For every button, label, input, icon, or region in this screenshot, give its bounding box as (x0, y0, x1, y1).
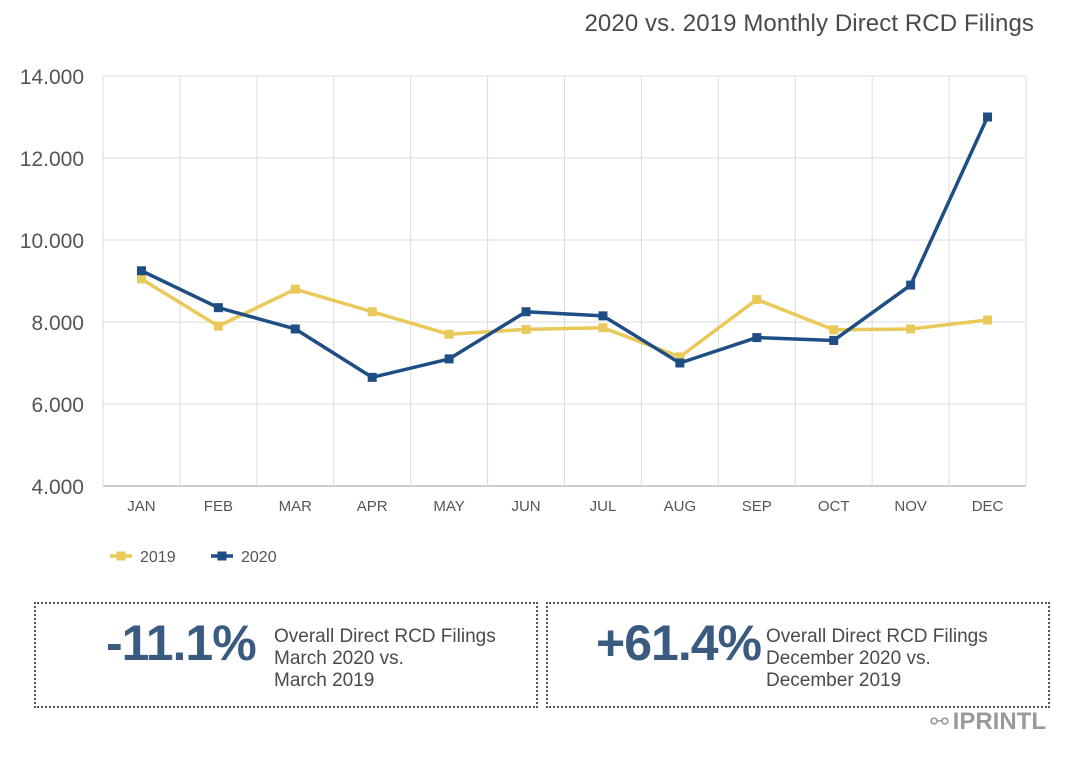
y-tick-label: 10.000 (20, 230, 84, 253)
data-point-2019 (752, 294, 762, 304)
stat-panel-march: -11.1% Overall Direct RCD Filings March … (34, 602, 538, 708)
y-tick-label: 8.000 (31, 312, 84, 335)
stat-value-march: -11.1% (106, 615, 257, 671)
x-tick-label: MAR (279, 498, 313, 515)
x-tick-label: JUL (590, 498, 617, 515)
x-tick-label: AUG (664, 498, 697, 515)
series-line-2020 (140, 116, 990, 380)
wechat-icon: ⚯ (930, 709, 949, 734)
data-point-2019 (598, 323, 608, 333)
y-tick-label: 4.000 (31, 476, 84, 499)
data-point-2019 (521, 324, 531, 334)
stat-description-march: Overall Direct RCD Filings March 2020 vs… (274, 626, 496, 692)
data-point-2019 (136, 274, 146, 284)
data-point-2020 (675, 358, 685, 368)
y-tick-label: 12.000 (20, 148, 84, 171)
stat-description-december: Overall Direct RCD Filings December 2020… (766, 626, 988, 692)
data-point-2020 (752, 333, 762, 343)
data-point-2019 (829, 325, 839, 335)
x-tick-label: NOV (894, 498, 927, 515)
stat-desc-line: December 2019 (766, 670, 902, 691)
x-tick-label: APR (357, 498, 388, 515)
x-tick-label: MAY (433, 498, 464, 515)
data-point-2020 (290, 324, 300, 334)
data-point-2019 (983, 315, 993, 325)
data-point-2020 (906, 280, 916, 290)
line-chart: 14.000 12.000 10.000 8.000 6.000 4.000 JAN FEB M… (20, 66, 1027, 566)
x-tick-label: FEB (204, 498, 233, 515)
x-tick-label: JAN (127, 498, 155, 515)
watermark-text: IPRINTL (952, 708, 1046, 735)
data-point-2020 (598, 311, 608, 321)
stat-desc-line: Overall Direct RCD Filings (766, 626, 988, 647)
chart-title: 2020 vs. 2019 Monthly Direct RCD Filings (584, 10, 1034, 37)
data-point-2019 (213, 321, 223, 331)
data-point-2019 (444, 329, 454, 339)
data-point-2020 (444, 354, 454, 364)
y-tick-label: 6.000 (31, 394, 84, 417)
legend-swatch-marker (217, 551, 227, 561)
watermark: ⚯ IPRINTL (930, 708, 1046, 736)
stat-desc-line: March 2019 (274, 670, 375, 691)
x-tick-label: DEC (972, 498, 1004, 515)
stat-desc-line: December 2020 vs. (766, 648, 931, 669)
legend-label: 2019 (140, 549, 176, 566)
data-point-2019 (906, 324, 916, 334)
data-point-2019 (290, 284, 300, 294)
legend-swatch-marker (116, 551, 126, 561)
data-point-2019 (367, 307, 377, 317)
stat-desc-line: March 2020 vs. (274, 648, 404, 669)
stat-panel-december: +61.4% Overall Direct RCD Filings Decemb… (546, 602, 1050, 708)
x-tick-label: OCT (818, 498, 850, 515)
data-point-2020 (829, 335, 839, 345)
x-tick-label: SEP (742, 498, 772, 515)
stat-value-december: +61.4% (596, 615, 762, 671)
legend-label: 2020 (241, 549, 277, 566)
y-tick-label: 14.000 (20, 66, 84, 89)
data-point-2020 (367, 372, 377, 382)
data-point-2020 (136, 266, 146, 276)
data-point-2020 (983, 112, 993, 122)
data-point-2019 (675, 352, 685, 362)
stat-desc-line: Overall Direct RCD Filings (274, 626, 496, 647)
x-tick-label: JUN (511, 498, 540, 515)
data-point-2020 (521, 307, 531, 317)
data-point-2020 (213, 303, 223, 313)
